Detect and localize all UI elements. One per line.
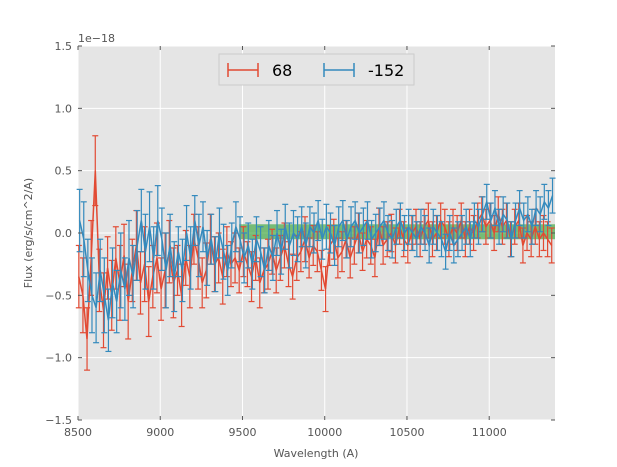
offset-label: 1e−18 xyxy=(78,32,115,45)
y-tick-label: 1.5 xyxy=(55,40,73,53)
x-axis-label: Wavelength (A) xyxy=(274,447,359,460)
y-tick-label: −1.0 xyxy=(45,352,72,365)
series--152 xyxy=(76,177,556,353)
y-tick-label: 0.0 xyxy=(55,227,73,240)
legend-entry--152: -152 xyxy=(323,61,404,80)
y-tick-label: −1.5 xyxy=(45,414,72,427)
series-layer xyxy=(75,135,556,371)
legend: 68 -152 xyxy=(218,53,415,86)
y-tick-label: 0.5 xyxy=(55,165,73,178)
y-tick-label: −0.5 xyxy=(45,289,72,302)
y-axis-label: Flux (erg/s/cm^2/A) xyxy=(22,178,35,288)
legend-label: 68 xyxy=(272,61,292,80)
series-line xyxy=(78,170,553,340)
legend-entry-68: 68 xyxy=(227,61,292,80)
x-tick-label: 10500 xyxy=(389,426,424,439)
x-tick-label: 11000 xyxy=(472,426,507,439)
series-line xyxy=(78,195,554,321)
y-tick-label: 1.0 xyxy=(55,102,73,115)
legend-label: -152 xyxy=(368,61,404,80)
x-tick-label: 9000 xyxy=(146,426,174,439)
x-tick-label: 9500 xyxy=(228,426,256,439)
x-tick-label: 10000 xyxy=(307,426,342,439)
x-tick-label: 8500 xyxy=(64,426,92,439)
tick-layer: 8500 9000 9500 10000 10500 11000 −1.5 −1.0 −0.5 0… xyxy=(45,40,555,439)
